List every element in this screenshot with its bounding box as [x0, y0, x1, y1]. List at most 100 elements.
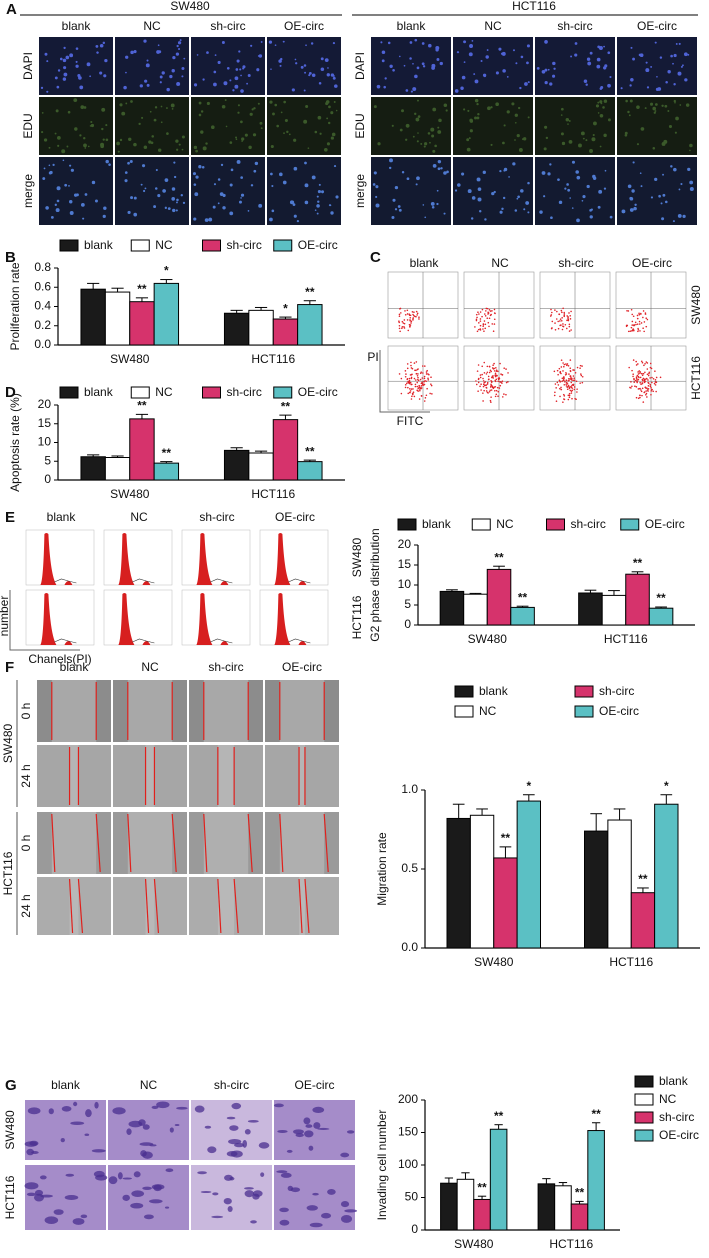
cell-speck [311, 175, 316, 180]
event-dot [501, 396, 504, 398]
cell-speck [75, 60, 78, 63]
cell-speck [221, 104, 226, 109]
cell-speck [682, 214, 686, 218]
event-dot [638, 370, 641, 372]
cell-speck [252, 133, 257, 137]
cell-speck [373, 105, 377, 109]
significance-mark: ** [575, 1186, 585, 1200]
cell-speck [102, 41, 106, 45]
event-dot [630, 330, 633, 332]
cell-speck [523, 137, 527, 141]
cell-speck [414, 74, 418, 79]
row-label: merge [353, 174, 367, 208]
cell-speck [73, 193, 78, 197]
cell-speck [104, 58, 108, 63]
stained-cell [142, 1151, 153, 1159]
cell-speck [318, 183, 321, 186]
stained-cell [286, 1149, 293, 1153]
cell-speck [157, 148, 162, 152]
cell-speck [146, 59, 149, 62]
event-dot [563, 363, 566, 366]
cell-speck [662, 193, 666, 197]
cell-speck [87, 145, 90, 148]
event-dot [651, 381, 653, 384]
event-dot [567, 380, 570, 382]
cell-speck [123, 85, 127, 90]
cell-speck [253, 107, 256, 110]
stained-cell [169, 1127, 174, 1133]
event-dot [579, 364, 582, 367]
event-dot [479, 328, 482, 330]
stained-cell [156, 1101, 170, 1109]
event-dot [630, 308, 633, 311]
event-dot [632, 315, 635, 318]
cell-speck [329, 204, 332, 207]
event-dot [644, 386, 647, 389]
event-dot [569, 385, 571, 388]
event-dot [398, 327, 401, 330]
event-dot [637, 330, 639, 333]
bar [463, 593, 488, 626]
cell-speck [526, 44, 530, 48]
cell-speck [219, 192, 224, 197]
event-dot [398, 313, 401, 316]
stained-cell [211, 1215, 224, 1219]
event-dot [424, 379, 426, 382]
stained-cell [91, 1149, 106, 1153]
cell-speck [661, 104, 664, 107]
event-dot [475, 380, 477, 382]
cell-speck [589, 51, 593, 55]
y-tick-label: 15 [398, 557, 412, 571]
row-label: HCT116 [350, 595, 364, 639]
event-dot [579, 367, 581, 369]
cell-speck [607, 83, 611, 88]
event-dot [563, 398, 565, 400]
cell-speck [633, 206, 637, 211]
cell-speck [549, 82, 553, 86]
significance-mark: ** [518, 590, 528, 604]
cell-speck [414, 38, 418, 42]
cell-speck [437, 130, 442, 134]
cell-speck [141, 164, 146, 168]
event-dot [503, 367, 506, 369]
histogram-frame [103, 529, 173, 586]
significance-mark: ** [494, 550, 504, 564]
event-dot [644, 380, 647, 383]
bar [248, 309, 274, 346]
cell-speck [664, 200, 668, 204]
cell-speck [240, 193, 245, 197]
event-dot [493, 318, 496, 321]
cell-speck [375, 203, 380, 208]
cell-speck [412, 87, 417, 92]
event-dot [418, 316, 420, 319]
event-dot [628, 366, 630, 369]
event-dot [475, 313, 478, 316]
cell-speck [257, 102, 260, 105]
legend-swatch [130, 239, 150, 252]
stained-cell [321, 1212, 332, 1219]
legend-swatch [546, 518, 565, 531]
cell-speck [560, 132, 564, 136]
event-dot [638, 312, 640, 315]
event-dot [561, 311, 563, 314]
micrograph [115, 157, 189, 225]
cell-speck [127, 210, 131, 215]
cell-speck [660, 202, 663, 205]
event-dot [490, 313, 492, 316]
cell-speck [680, 182, 683, 186]
cell-speck [650, 196, 654, 199]
cell-speck [316, 195, 319, 198]
wound-edge [77, 878, 84, 934]
event-dot [398, 320, 400, 323]
wound-edge [144, 878, 150, 934]
legend-swatch [574, 705, 594, 718]
stained-cell [73, 1101, 78, 1107]
micrograph [453, 157, 533, 225]
cell-speck [101, 107, 106, 112]
event-dot [560, 366, 563, 368]
cell-speck [454, 189, 458, 192]
cell-speck [221, 40, 225, 44]
event-dot [421, 377, 424, 379]
cell-speck [469, 119, 474, 123]
event-dot [573, 386, 576, 388]
